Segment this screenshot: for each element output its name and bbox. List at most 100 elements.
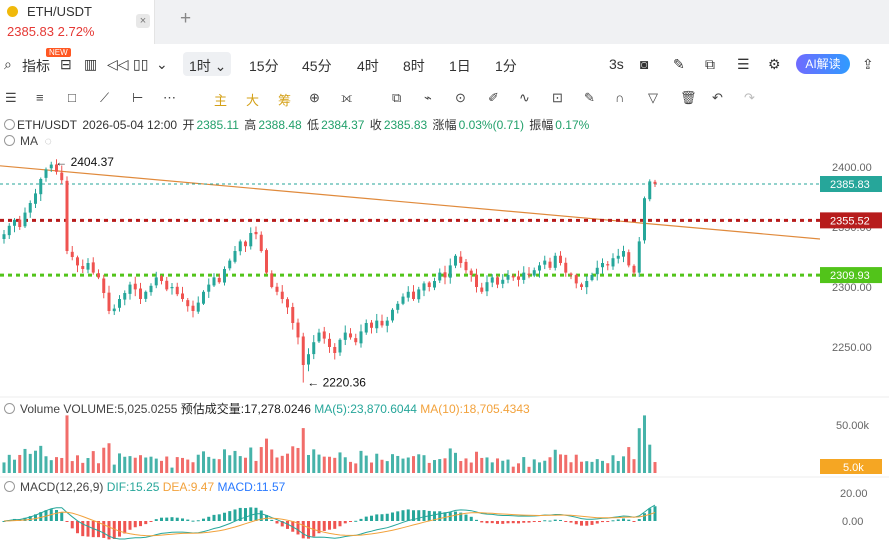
volume-estimate: 预估成交量:17,278.0246 bbox=[180, 402, 311, 416]
macd-bar bbox=[186, 519, 190, 521]
wave-icon[interactable]: ∿ bbox=[519, 90, 530, 105]
grid-icon[interactable]: ▥ bbox=[84, 56, 98, 72]
indicator-icon[interactable]: ⌕ bbox=[4, 56, 12, 72]
magnet-icon[interactable]: ∩ bbox=[615, 90, 625, 105]
candle bbox=[280, 291, 284, 299]
rect-icon[interactable]: □ bbox=[68, 90, 76, 105]
cross-icon[interactable]: ⊕ bbox=[309, 90, 320, 105]
candle bbox=[375, 320, 379, 329]
candle bbox=[417, 289, 421, 300]
interval-1m[interactable]: 1分 bbox=[495, 58, 517, 74]
camera-icon[interactable]: ◙ bbox=[640, 56, 649, 72]
trash-icon[interactable]: 🗑 bbox=[680, 90, 697, 105]
volume-bar bbox=[637, 428, 641, 473]
eye-icon[interactable]: ◌ bbox=[44, 134, 52, 148]
popout-icon[interactable]: ⧉ bbox=[705, 56, 715, 72]
measure-icon[interactable]: ⌁ bbox=[424, 90, 432, 105]
macd-bar bbox=[244, 508, 247, 521]
copy-icon[interactable]: ⧉ bbox=[392, 90, 402, 105]
macd-bar bbox=[102, 521, 106, 538]
macd-dea: DEA:9.47 bbox=[162, 480, 215, 494]
volume-bar bbox=[406, 457, 410, 473]
candle bbox=[532, 270, 536, 276]
volume-bar bbox=[49, 460, 53, 473]
candle bbox=[595, 267, 599, 275]
volume-bar bbox=[97, 463, 100, 473]
collapse-icon[interactable] bbox=[4, 135, 15, 146]
volume-bar bbox=[616, 461, 620, 473]
refresh-rate[interactable]: 3s bbox=[609, 56, 624, 72]
candle bbox=[485, 282, 489, 292]
chevron-down-icon[interactable]: ⌄ bbox=[156, 56, 168, 72]
close-icon[interactable]: × bbox=[136, 14, 150, 28]
settings-icon[interactable]: ⚙ bbox=[768, 56, 781, 72]
candle bbox=[422, 283, 426, 291]
share-icon[interactable]: ⇪ bbox=[862, 56, 874, 72]
hline-icon[interactable]: ⊢ bbox=[132, 90, 144, 105]
macd-bar bbox=[349, 521, 352, 522]
indicator-button[interactable]: 指标 bbox=[22, 58, 50, 74]
tab-bar: ETH/USDT 2385.83 2.72% × + bbox=[0, 0, 889, 44]
menu-icon[interactable]: ☰ bbox=[5, 90, 17, 105]
big-tool[interactable]: 大 bbox=[246, 93, 260, 108]
volume-bar bbox=[490, 462, 494, 473]
lines-icon[interactable]: ≡ bbox=[36, 90, 44, 105]
volume-bar bbox=[611, 455, 615, 473]
symbol-tab[interactable]: ETH/USDT 2385.83 2.72% × bbox=[0, 0, 155, 44]
macd-bar bbox=[2, 521, 6, 522]
volume-bar bbox=[2, 462, 6, 473]
volume-bar bbox=[475, 451, 478, 473]
edit-icon[interactable]: ✎ bbox=[584, 90, 595, 105]
collapse-icon[interactable] bbox=[4, 403, 15, 414]
candle bbox=[643, 198, 646, 241]
interval-4h[interactable]: 4时 bbox=[357, 58, 379, 74]
line-tool-icon[interactable]: ⟋ bbox=[100, 90, 110, 105]
macd-bar bbox=[485, 521, 489, 524]
volume-bar bbox=[417, 454, 421, 473]
filter-icon[interactable]: ▽ bbox=[648, 90, 658, 105]
add-tab-icon[interactable]: + bbox=[180, 8, 192, 29]
volume-bar bbox=[517, 463, 520, 473]
ai-analysis-button[interactable]: AI解读 bbox=[796, 54, 850, 74]
volume-bar bbox=[18, 454, 22, 473]
candle bbox=[322, 331, 326, 339]
interval-45m[interactable]: 45分 bbox=[302, 58, 332, 74]
volume-bar bbox=[559, 454, 562, 473]
interval-15m[interactable]: 15分 bbox=[249, 58, 279, 74]
zoom-icon[interactable]: ⊙ bbox=[455, 90, 466, 105]
chart-type-icon[interactable]: ▯▯ bbox=[133, 56, 149, 72]
ruler-icon[interactable]: ⟗ bbox=[341, 90, 353, 105]
replay-icon[interactable]: ◁◁ bbox=[107, 56, 129, 72]
level-tag-label: 2309.93 bbox=[830, 270, 870, 282]
interval-1h[interactable]: 1时 ⌄ bbox=[183, 52, 231, 76]
collapse-icon[interactable] bbox=[4, 119, 15, 130]
volume-bar bbox=[480, 457, 484, 473]
candle bbox=[265, 250, 268, 273]
interval-8h[interactable]: 8时 bbox=[403, 58, 425, 74]
macd-bar bbox=[464, 514, 468, 521]
collapse-icon[interactable] bbox=[4, 481, 15, 492]
lock-icon[interactable]: ⊡ bbox=[552, 90, 563, 105]
pen-icon[interactable]: ✎ bbox=[673, 56, 685, 72]
brush-icon[interactable]: ✐ bbox=[488, 90, 499, 105]
volume-bar bbox=[338, 452, 342, 473]
undo-icon[interactable]: ↶ bbox=[712, 90, 723, 105]
candle bbox=[616, 255, 620, 259]
volume-bar bbox=[317, 454, 321, 473]
main-tool[interactable]: 主 bbox=[214, 93, 228, 108]
redo-icon[interactable]: ↷ bbox=[744, 90, 755, 105]
more-icon[interactable]: ⋯ bbox=[163, 90, 176, 105]
chip-tool[interactable]: 筹 bbox=[278, 93, 292, 108]
layout-icon[interactable]: ⊟ bbox=[60, 56, 72, 72]
candle bbox=[18, 219, 22, 227]
candle bbox=[212, 277, 216, 286]
candle bbox=[275, 286, 279, 292]
candle bbox=[259, 234, 263, 251]
volume-bar bbox=[144, 457, 148, 473]
interval-1d[interactable]: 1日 bbox=[449, 58, 471, 74]
macd-bar bbox=[422, 510, 426, 521]
volume-bar bbox=[254, 460, 258, 473]
candle bbox=[370, 322, 373, 328]
list-icon[interactable]: ☰ bbox=[737, 56, 750, 72]
